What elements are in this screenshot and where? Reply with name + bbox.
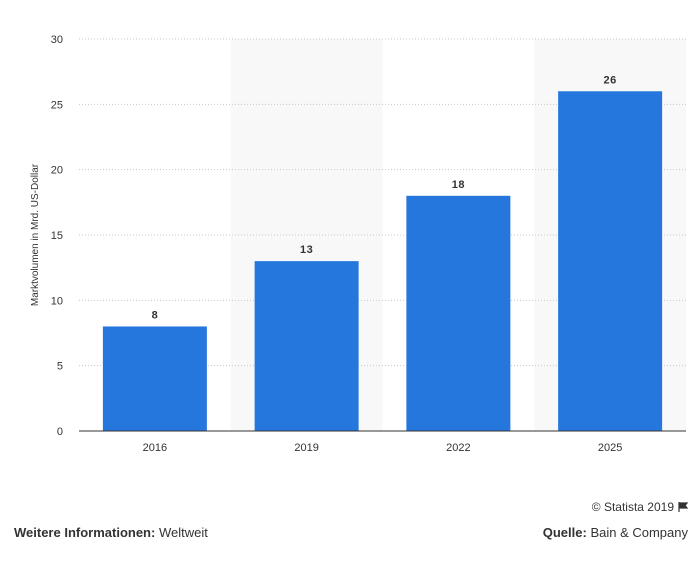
- info-label: Weitere Informationen:: [14, 525, 156, 540]
- value-label: 26: [604, 74, 617, 86]
- y-tick-label: 30: [51, 34, 63, 46]
- bars: [102, 91, 663, 432]
- gridlines: [79, 38, 686, 367]
- y-tick-label: 10: [51, 295, 63, 307]
- bar: [558, 91, 663, 432]
- x-axis-ticks: 2016 2019 2022 2025: [143, 442, 623, 454]
- x-tick-label: 2019: [294, 442, 318, 454]
- y-tick-label: 15: [51, 230, 63, 242]
- y-axis-title: Marktvolumen in Mrd. US-Dollar: [30, 163, 41, 306]
- source-label: Quelle:: [542, 525, 587, 540]
- info-value: Weltweit: [158, 525, 208, 540]
- bar: [406, 195, 511, 431]
- credit-text: © Statista 2019: [591, 500, 674, 514]
- source-info: Quelle: Bain & Company: [543, 525, 688, 540]
- statista-credit[interactable]: © Statista 2019: [592, 500, 688, 514]
- x-tick-label: 2022: [446, 442, 470, 454]
- y-tick-label: 0: [57, 426, 63, 438]
- y-tick-label: 5: [57, 361, 63, 373]
- further-info: Weitere Informationen: Weltweit: [14, 525, 208, 540]
- flag-icon: [678, 502, 688, 512]
- value-labels: 8 13 18 26: [152, 74, 617, 321]
- y-tick-label: 25: [51, 99, 63, 111]
- y-axis-ticks: 0 5 10 15 20 25 30: [51, 34, 63, 438]
- value-label: 13: [300, 244, 313, 256]
- y-tick-label: 20: [51, 165, 63, 177]
- x-tick-label: 2016: [143, 442, 167, 454]
- bar: [102, 326, 207, 431]
- bar: [254, 261, 359, 431]
- value-label: 18: [452, 179, 465, 191]
- value-label: 8: [152, 309, 159, 321]
- source-value: Bain & Company: [590, 525, 688, 540]
- x-tick-label: 2025: [598, 442, 622, 454]
